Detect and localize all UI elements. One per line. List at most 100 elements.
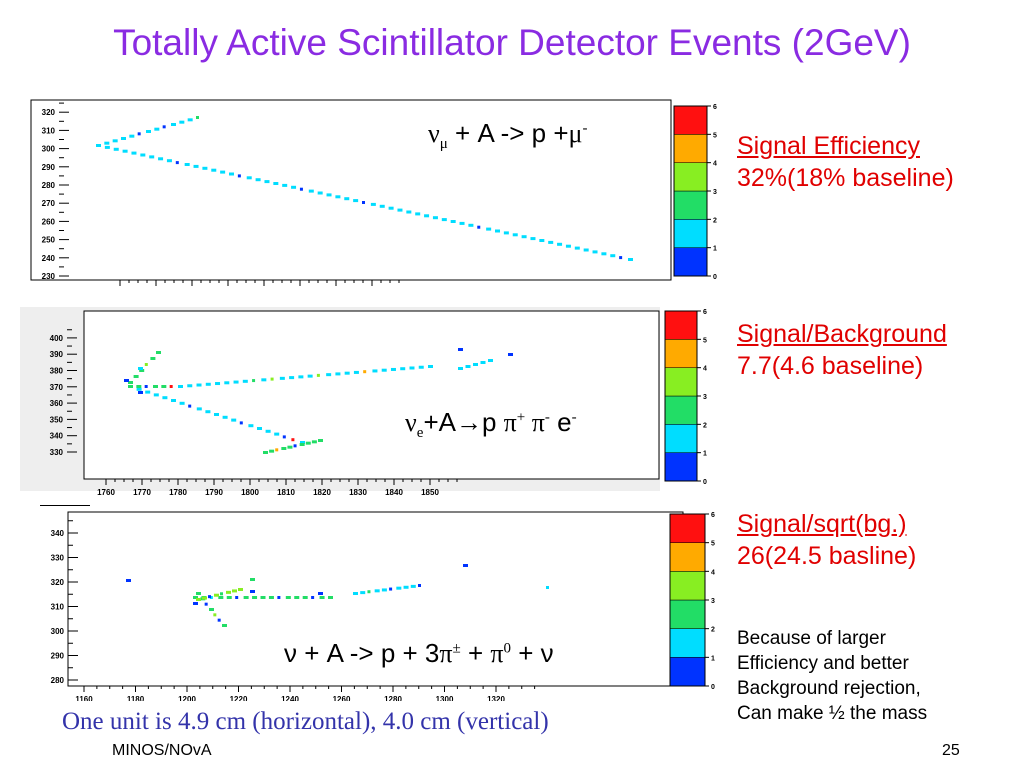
hit-cell [294,596,300,599]
x-tick-label: 860 [221,289,235,290]
y-tick-label: 300 [42,145,56,154]
x-tick-label: 1180 [127,695,145,701]
scale-tick-label: 0 [703,479,707,486]
hit-cell [503,231,509,235]
hit-cell [217,618,221,622]
hit-cell [255,178,261,182]
x-tick-label: 1850 [421,488,439,495]
hit-cell [213,613,217,617]
hit-cell [154,127,160,131]
hit-cell [486,227,492,231]
scale-tick-label: 3 [713,189,717,196]
stat-label: Signal/sqrt(bg.) [737,510,907,538]
hit-cell [390,367,396,371]
y-tick-label: 340 [50,432,64,441]
unit-note: One unit is 4.9 cm (horizontal), 4.0 cm … [62,708,549,735]
hit-cell [145,390,151,394]
color-scale-band [664,367,698,397]
hit-cell [299,187,303,191]
hit-cell [282,183,288,187]
stat-signal-efficiency: Signal Efficiency 32%(18% baseline) [737,130,954,194]
hit-cell [153,393,159,397]
hit-cell [193,602,198,605]
hit-cell [220,170,226,174]
hit-cell [187,118,193,122]
hit-cell [243,596,249,599]
hit-cell [162,125,166,129]
hit-cell [215,382,221,386]
scale-tick-label: 1 [711,655,715,662]
hit-cell [619,256,623,260]
hit-cell [171,399,176,402]
hit-cell [289,376,295,380]
hit-cell [396,586,402,590]
hit-cell [156,351,161,354]
hit-cell [96,144,101,147]
hit-cell [273,182,279,185]
color-scale-band [669,542,706,572]
hit-cell [128,385,133,388]
hit-cell [403,585,409,589]
hit-cell [328,596,333,599]
x-tick-label: 1770 [133,488,151,495]
x-tick-label: 1790 [205,488,223,495]
y-tick-label: 330 [51,554,65,563]
scale-tick-label: 1 [713,246,717,253]
hit-cell [137,132,141,136]
scale-tick-label: 4 [713,161,717,168]
event-display-2: 1760 1770 1780 1790 1800 1810 1820 1830 1840 1850… [18,305,718,495]
hit-cell [265,429,271,433]
event-plot-2: 1760 1770 1780 1790 1800 1810 1820 1830 1840 1850… [20,307,707,495]
hit-cell [250,578,255,581]
hit-cell [250,590,255,593]
hit-cell [610,254,616,258]
y-tick-label: 350 [50,415,64,424]
hit-cell [229,172,234,176]
y-tick-label: 400 [50,334,64,343]
hit-cell [287,445,293,449]
x-tick-label: 1840 [385,488,403,495]
hit-cell [592,250,598,254]
hit-cell [459,221,465,225]
x-tick-label: 1810 [277,488,295,495]
stat-signal-background: Signal/Background 7.7(4.6 baseline) [737,318,947,382]
scale-tick-label: 3 [703,394,707,401]
hit-cell [202,166,208,170]
scale-tick-label: 2 [713,217,717,224]
divider [40,505,90,506]
hit-cell [458,367,463,370]
y-tick-label: 280 [51,676,65,685]
hit-cell [363,370,367,374]
hit-cell [263,451,268,454]
x-tick-label: 900 [293,289,307,290]
hit-cell [260,596,266,599]
hit-cell [196,383,202,387]
color-scale-band [673,190,708,220]
hit-cell [308,189,314,193]
hit-cell [205,382,211,386]
x-tick-label: 800 [113,289,127,290]
event-plot-1: 8008208408608809009209402302402502602702… [30,99,717,290]
hit-cell [548,240,554,244]
hit-cell [418,584,421,587]
hit-cell [318,439,323,442]
hit-cell [166,159,172,163]
hit-cell [311,596,315,599]
hit-cell [381,368,387,372]
hit-cell [360,591,366,595]
y-tick-label: 300 [51,627,65,636]
hit-cell [122,149,128,153]
hit-cell [261,378,267,382]
hit-cell [628,258,633,261]
hit-cell [317,191,323,195]
hit-cell [353,370,359,374]
hit-cell [171,123,176,126]
x-tick-label: 840 [185,289,199,290]
hit-cell [252,596,258,599]
y-tick-label: 290 [51,652,65,661]
color-scale-band [673,247,708,277]
hit-cell [178,385,183,388]
hit-cell [335,195,341,199]
hit-cell [248,424,254,428]
hit-cell [512,233,518,237]
